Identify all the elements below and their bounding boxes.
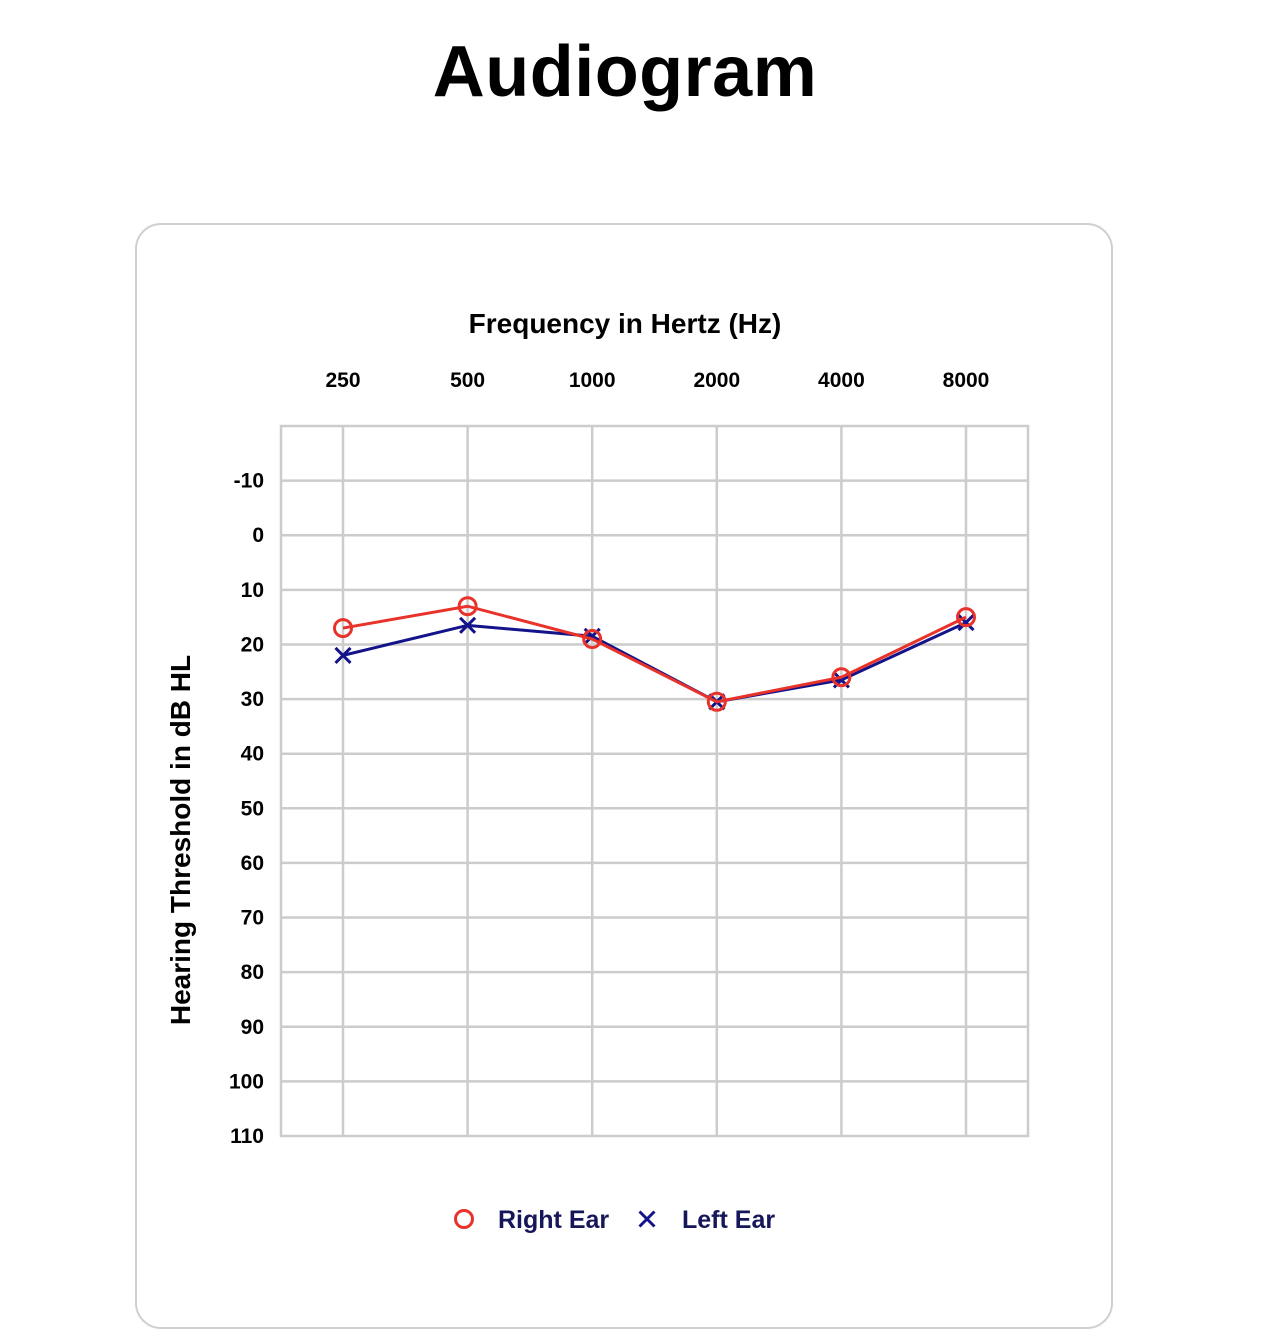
data-point-x xyxy=(334,646,352,664)
x-tick-label: 250 xyxy=(325,369,360,392)
x-tick-label: 500 xyxy=(450,369,485,392)
plot-frame xyxy=(279,424,1030,1138)
data-point-circle xyxy=(582,629,603,649)
y-tick-label: 10 xyxy=(241,579,264,602)
x-tick-label: 2000 xyxy=(693,369,740,392)
x-tick-label: 4000 xyxy=(818,369,865,392)
legend-left-ear-marker xyxy=(638,1210,656,1228)
data-point-circle xyxy=(333,618,353,639)
legend: Right Ear Left Ear xyxy=(454,1206,775,1234)
y-tick-label: 70 xyxy=(241,907,264,930)
y-tick-label: 40 xyxy=(241,743,264,766)
data-point-circle xyxy=(706,691,727,712)
series-line xyxy=(342,604,967,704)
y-tick-label: 30 xyxy=(241,688,264,711)
data-point-x xyxy=(957,614,975,632)
data-point-circle xyxy=(956,607,976,628)
y-tick-label: 50 xyxy=(241,797,264,820)
y-tick-label: 20 xyxy=(241,633,264,656)
y-axis-title: Hearing Threshold in dB HL xyxy=(165,655,196,1025)
series-right-ear xyxy=(333,596,976,712)
data-point-circle xyxy=(831,667,852,688)
legend-right-ear-marker xyxy=(454,1209,474,1229)
y-tick-label: 90 xyxy=(241,1016,264,1039)
page-title: Audiogram xyxy=(432,32,818,112)
legend-left-ear-label: Left Ear xyxy=(682,1206,775,1234)
series-layer xyxy=(333,596,976,712)
y-tick-label: 0 xyxy=(252,524,264,547)
y-tick-labels: -10 0 10 20 30 40 50 60 70 80 90 100 110 xyxy=(229,470,264,1148)
y-tick-label: 100 xyxy=(229,1070,264,1093)
y-tick-label: 80 xyxy=(241,961,264,984)
x-tick-labels: 250 500 1000 2000 4000 8000 xyxy=(325,369,989,392)
x-tick-label: 8000 xyxy=(943,369,990,392)
y-tick-label: -10 xyxy=(234,470,264,493)
grid xyxy=(279,424,1030,1138)
legend-right-ear-label: Right Ear xyxy=(498,1206,609,1234)
series-left-ear xyxy=(334,614,975,711)
data-point-x xyxy=(459,616,477,634)
data-point-circle xyxy=(457,596,478,617)
x-tick-label: 1000 xyxy=(569,369,616,392)
chart-card xyxy=(135,223,1113,1329)
y-tick-label: 60 xyxy=(241,852,264,875)
y-tick-label: 110 xyxy=(230,1125,264,1148)
x-axis-title: Frequency in Hertz (Hz) xyxy=(469,308,782,339)
